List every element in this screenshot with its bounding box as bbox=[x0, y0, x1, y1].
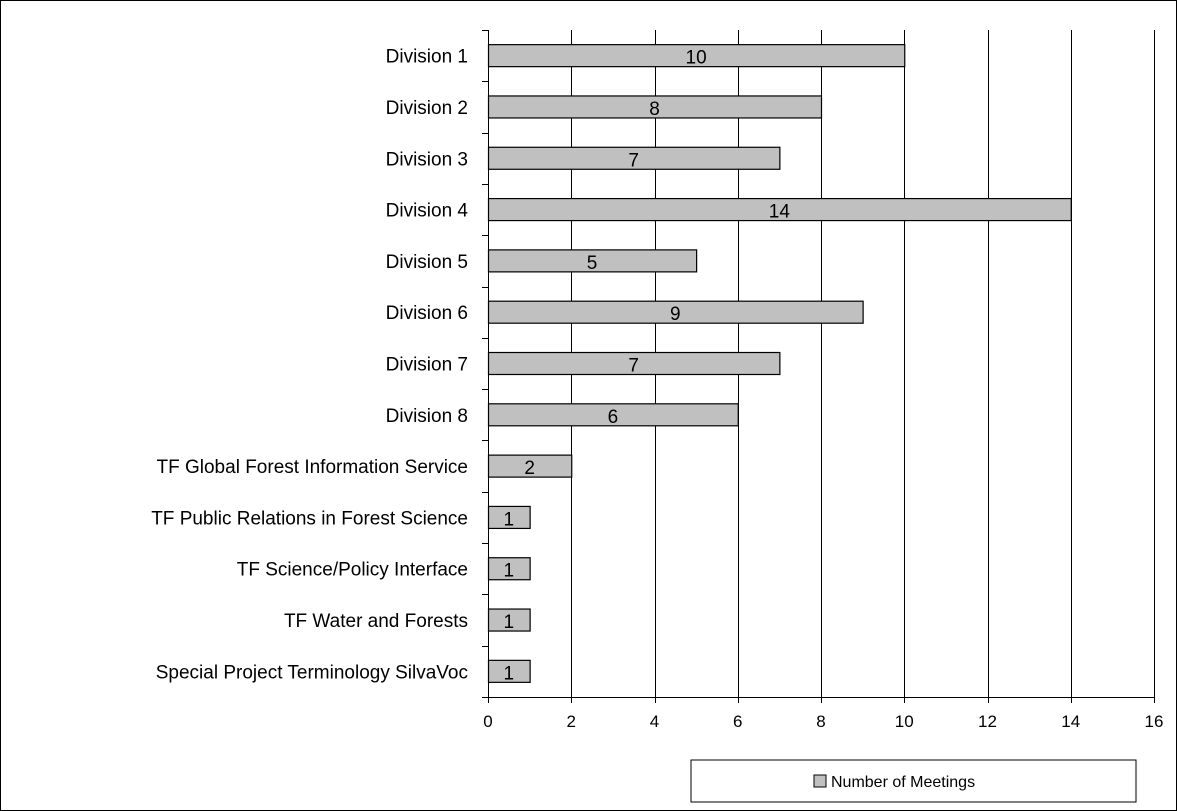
x-tick-label: 16 bbox=[1145, 712, 1164, 731]
data-label: 5 bbox=[587, 253, 598, 274]
data-label: 1 bbox=[504, 561, 515, 582]
category-label: Division 7 bbox=[386, 355, 468, 376]
x-tick-label: 14 bbox=[1061, 712, 1080, 731]
x-tick-label: 4 bbox=[650, 712, 659, 731]
data-label: 7 bbox=[628, 356, 639, 377]
x-tick-label: 8 bbox=[816, 712, 825, 731]
data-label: 9 bbox=[670, 304, 681, 325]
category-label: Division 6 bbox=[386, 303, 468, 324]
axes: 0 2 4 6 8 10 12 14 16 bbox=[482, 30, 1163, 731]
category-label: TF Global Forest Information Service bbox=[157, 457, 469, 478]
data-label: 1 bbox=[504, 509, 515, 530]
legend-label: Number of Meetings bbox=[831, 774, 975, 791]
data-label: 1 bbox=[504, 612, 515, 633]
category-label: Division 8 bbox=[386, 406, 468, 427]
category-label: Division 4 bbox=[386, 201, 469, 222]
data-label: 8 bbox=[649, 99, 660, 120]
category-label: TF Science/Policy Interface bbox=[237, 560, 468, 581]
x-tick-label: 0 bbox=[483, 712, 492, 731]
labels: Division 1 10 Division 2 8 Division 3 7 Divisi… bbox=[151, 47, 790, 685]
category-label: Division 2 bbox=[386, 98, 468, 119]
data-label: 7 bbox=[628, 150, 639, 171]
bars bbox=[487, 44, 1072, 683]
category-label: TF Water and Forests bbox=[284, 611, 468, 632]
legend-box bbox=[690, 759, 1137, 803]
x-tick-label: 6 bbox=[733, 712, 742, 731]
category-label: Division 3 bbox=[386, 149, 468, 170]
category-label: TF Public Relations in Forest Science bbox=[151, 508, 468, 529]
data-label: 6 bbox=[608, 407, 619, 428]
category-label: Division 1 bbox=[386, 47, 468, 68]
category-label: Special Project Terminology SilvaVoc bbox=[156, 662, 468, 683]
legend: Number of Meetings bbox=[690, 759, 1137, 803]
category-label: Division 5 bbox=[386, 252, 468, 273]
legend-swatch bbox=[813, 774, 827, 788]
gridlines bbox=[571, 30, 1155, 697]
x-tick-label: 10 bbox=[895, 712, 914, 731]
data-label: 10 bbox=[686, 48, 707, 69]
data-label: 2 bbox=[524, 458, 535, 479]
x-tick-label: 2 bbox=[567, 712, 576, 731]
data-label: 14 bbox=[769, 202, 791, 223]
data-label: 1 bbox=[504, 663, 515, 684]
x-tick-label: 12 bbox=[978, 712, 997, 731]
